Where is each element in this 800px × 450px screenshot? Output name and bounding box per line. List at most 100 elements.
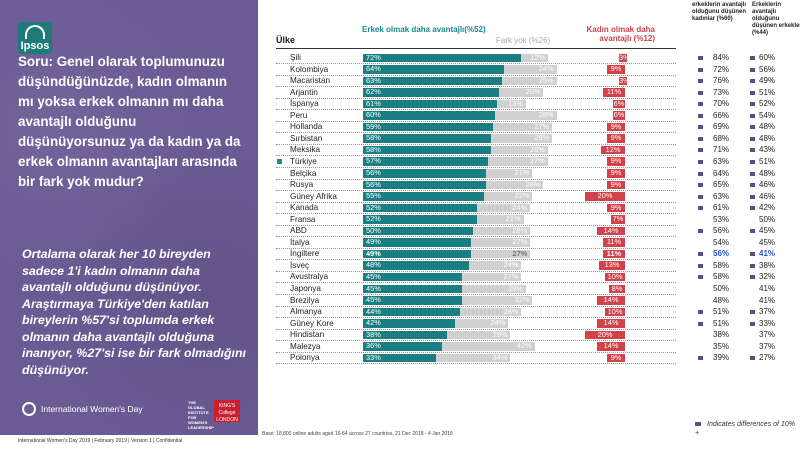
- men-think-men-value: 32%: [759, 272, 776, 282]
- difference-marker-icon: [750, 159, 755, 164]
- men-think-men-value: 41%: [759, 249, 776, 259]
- country-label: Malezya: [290, 341, 321, 351]
- country-label: İsveç: [290, 260, 310, 270]
- difference-marker-icon: [698, 310, 703, 315]
- row-divider: [276, 351, 676, 353]
- women-think-men-value: 70%: [713, 99, 730, 109]
- country-chart: Ülke Erkek olmak daha avantajlı(%52) Far…: [270, 0, 800, 437]
- women-think-men-value: 73%: [713, 87, 730, 97]
- men-think-men-value: 42%: [759, 203, 776, 213]
- bar-women-advantage: 9%: [607, 180, 625, 190]
- bar-no-difference: 26%: [490, 145, 548, 155]
- difference-marker-icon: [750, 113, 755, 118]
- difference-marker-icon: [698, 159, 703, 164]
- bar-men-advantage: 48%: [363, 261, 469, 270]
- table-row: Japonya 45% 29% 8% 50% 41%: [270, 283, 800, 295]
- row-divider: [276, 317, 676, 319]
- difference-marker-icon: [750, 275, 755, 280]
- table-row: İsveç 48% 24% 13% 58% 38%: [270, 260, 800, 272]
- legend-marker: [695, 422, 701, 427]
- bar-women-advantage: 10%: [605, 272, 625, 282]
- women-think-men-value: 58%: [713, 272, 730, 282]
- table-row: Sırbistan 58% 28% 9% 68% 48%: [270, 133, 800, 145]
- table-row: İngiltere 49% 27% 11% 56% 41%: [270, 248, 800, 261]
- difference-marker-icon: [698, 67, 703, 72]
- row-divider: [276, 109, 676, 111]
- footer-note: International Women's Day 2019 | Februar…: [18, 438, 183, 444]
- header-country: Ülke: [276, 35, 296, 45]
- row-divider: [276, 97, 676, 99]
- country-label: İngiltere: [290, 249, 320, 259]
- bar-no-difference: 42%: [442, 342, 535, 351]
- men-think-men-value: 37%: [759, 341, 776, 351]
- bar-women-advantage: 3%: [619, 52, 630, 62]
- men-think-men-value: 45%: [759, 237, 776, 247]
- ipsos-logo-mark: [25, 25, 45, 39]
- difference-marker-icon: [750, 321, 755, 326]
- difference-marker-icon: [698, 252, 703, 257]
- bar-no-difference: 29%: [446, 330, 511, 340]
- iwd-logo: International Women's Day: [22, 402, 143, 416]
- women-think-men-value: 35%: [713, 341, 730, 351]
- table-row: Fransa 52% 21% 7% 53% 50%: [270, 214, 800, 226]
- difference-marker-icon: [698, 229, 703, 234]
- men-think-men-value: 37%: [759, 330, 776, 340]
- bar-men-advantage: 63%: [363, 76, 502, 86]
- difference-marker-icon: [698, 356, 703, 361]
- bar-men-advantage: 55%: [363, 192, 484, 201]
- country-label: İtalya: [290, 237, 310, 247]
- summary-text: Ortalama olarak her 10 bireyden sadece 1…: [22, 247, 246, 377]
- men-think-men-value: 41%: [759, 295, 776, 305]
- bar-men-advantage: 56%: [363, 180, 487, 190]
- bar-no-difference: 13%: [497, 99, 526, 109]
- country-label: Rusya: [290, 180, 314, 190]
- difference-marker-icon: [698, 113, 703, 118]
- table-row: Malezya 36% 42% 14% 35% 37%: [270, 341, 800, 353]
- base-note: Base: 18,800 online adults aged 16-64 ac…: [262, 431, 453, 437]
- bar-no-difference: 20%: [499, 88, 544, 97]
- row-divider: [276, 132, 676, 134]
- header-men-advantage: Erkek olmak daha avantajlı(%52): [362, 25, 486, 34]
- table-row: Kolombiya 64% 24% 9% 72% 56%: [270, 64, 800, 76]
- country-label: Peru: [290, 110, 308, 120]
- bar-men-advantage: 60%: [363, 111, 495, 120]
- row-divider: [276, 190, 676, 192]
- women-think-men-value: 76%: [713, 76, 730, 86]
- bar-men-advantage: 62%: [363, 88, 500, 97]
- women-think-men-value: 65%: [713, 180, 730, 190]
- bar-women-advantage: 11%: [603, 238, 625, 247]
- bar-women-advantage: 6%: [613, 98, 625, 109]
- bar-men-advantage: 64%: [363, 65, 504, 74]
- women-think-men-value: 63%: [713, 156, 730, 166]
- women-think-men-value: 84%: [713, 53, 730, 62]
- country-label: Türkiye: [290, 156, 317, 166]
- table-row: Peru 60% 28% 6% 66% 54%: [270, 110, 800, 122]
- bar-men-advantage: 56%: [363, 168, 487, 178]
- women-think-men-value: 56%: [713, 249, 730, 259]
- men-think-men-value: 48%: [759, 133, 776, 143]
- table-row: Belçika 56% 21% 9% 64% 48%: [270, 168, 800, 180]
- women-think-men-value: 48%: [713, 295, 730, 305]
- men-think-men-value: 38%: [759, 260, 776, 270]
- women-think-men-value: 72%: [713, 64, 730, 74]
- difference-marker-icon: [750, 136, 755, 141]
- difference-marker-icon: [750, 56, 755, 60]
- women-think-men-value: 61%: [713, 203, 730, 213]
- bar-no-difference: 32%: [462, 296, 533, 305]
- country-label: Brezilya: [290, 295, 320, 305]
- row-divider: [276, 363, 676, 365]
- table-row: Türkiye 57% 27% 9% 63% 51%: [270, 156, 800, 168]
- giwl-logo: THE GLOBAL INSTITUTE FOR WOMEN'S LEADERS…: [188, 400, 214, 430]
- women-think-men-value: 69%: [713, 122, 730, 132]
- bar-men-advantage: 50%: [363, 226, 473, 236]
- difference-marker-icon: [750, 125, 755, 130]
- table-row: Macaristan 63% 25% 3% 76% 49%: [270, 75, 800, 88]
- difference-marker-icon: [750, 79, 755, 84]
- country-label: Fransa: [290, 214, 316, 224]
- bar-men-advantage: 61%: [363, 99, 498, 109]
- men-think-men-value: 60%: [759, 53, 776, 62]
- men-think-men-value: 37%: [759, 307, 776, 317]
- bar-no-difference: 21%: [477, 215, 524, 224]
- table-row: Rusya 56% 26% 9% 65% 46%: [270, 179, 800, 192]
- bar-no-difference: 24%: [468, 261, 522, 270]
